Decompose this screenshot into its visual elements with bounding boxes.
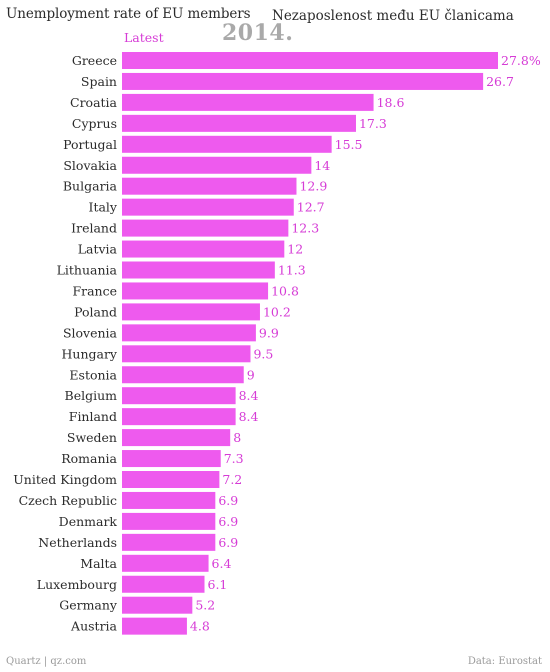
value-label: 9.9 (259, 325, 279, 340)
category-label: Luxembourg (37, 577, 117, 592)
category-label: France (72, 283, 117, 298)
bar-hungary (122, 345, 251, 363)
category-label: Hungary (62, 346, 118, 361)
category-label: Finland (69, 409, 117, 424)
series-label: Latest (124, 30, 164, 45)
bar-spain (122, 72, 484, 90)
category-label: Poland (74, 304, 117, 319)
value-label: 7.2 (222, 472, 242, 487)
category-label: Austria (70, 619, 117, 634)
value-label: 8 (233, 430, 241, 445)
value-label: 12.7 (297, 200, 325, 215)
chart-title: Unemployment rate of EU members (6, 6, 251, 22)
category-label: Slovakia (63, 158, 117, 173)
bar-ireland (122, 219, 289, 237)
category-label: Latvia (78, 242, 118, 257)
category-label: Portugal (63, 137, 117, 152)
value-label: 18.6 (377, 95, 405, 110)
category-label: Denmark (59, 514, 118, 529)
bar-romania (122, 450, 221, 468)
value-label: 26.7 (486, 74, 514, 89)
bar-estonia (122, 366, 244, 384)
value-label: 6.9 (218, 535, 238, 550)
value-label: 10.2 (263, 304, 291, 319)
value-label: 12 (287, 242, 303, 257)
bar-france (122, 282, 269, 300)
bar-malta (122, 554, 209, 572)
value-label: 14 (314, 158, 330, 173)
category-label: Romania (61, 451, 117, 466)
category-label: Spain (81, 74, 117, 89)
value-label: 15.5 (335, 137, 363, 152)
bar-lithuania (122, 261, 275, 279)
bar-portugal (122, 135, 332, 153)
chart-subtitle: Nezaposlenost među EU članicama (272, 8, 514, 24)
category-label: Netherlands (38, 535, 117, 550)
category-label: Czech Republic (19, 493, 117, 508)
category-label: Italy (89, 200, 118, 215)
bar-cyprus (122, 114, 356, 132)
category-label: Greece (72, 53, 117, 68)
value-label: 8.4 (239, 388, 259, 403)
value-label: 4.8 (190, 619, 210, 634)
bar-croatia (122, 93, 374, 111)
bar-slovakia (122, 156, 312, 174)
bar-sweden (122, 429, 231, 447)
source-credit: Quartz | qz.com (6, 656, 87, 667)
category-label: Bulgaria (63, 179, 118, 194)
category-label: Malta (80, 556, 117, 571)
bar-italy (122, 198, 294, 216)
value-label: 12.3 (291, 221, 319, 236)
bar-czech-republic (122, 491, 216, 509)
value-label: 12.9 (299, 179, 327, 194)
value-label: 11.3 (278, 263, 306, 278)
value-label: 5.2 (195, 598, 215, 613)
category-label: Estonia (69, 367, 117, 382)
bar-latvia (122, 240, 285, 258)
value-label: 9.5 (253, 346, 273, 361)
category-label: United Kingdom (13, 472, 117, 487)
bar-luxembourg (122, 575, 205, 593)
category-label: Slovenia (63, 325, 118, 340)
bar-united-kingdom (122, 471, 220, 488)
category-label: Lithuania (57, 263, 118, 278)
bar-denmark (122, 512, 216, 530)
bar-austria (122, 617, 187, 635)
value-label: 27.8% (501, 53, 541, 68)
value-label: 6.4 (212, 556, 232, 571)
category-label: Belgium (65, 388, 118, 403)
value-label: 6.9 (218, 514, 238, 529)
year-label: 2014. (222, 20, 294, 46)
bar-netherlands (122, 533, 216, 551)
value-label: 6.9 (218, 493, 238, 508)
bar-finland (122, 408, 236, 426)
value-label: 9 (247, 367, 255, 382)
value-label: 17.3 (359, 116, 387, 131)
bar-bulgaria (122, 177, 297, 195)
bar-greece (122, 52, 498, 69)
category-label: Germany (59, 598, 118, 613)
category-label: Sweden (67, 430, 117, 445)
category-label: Croatia (70, 95, 118, 110)
category-label: Cyprus (72, 116, 117, 131)
bar-poland (122, 303, 260, 321)
value-label: 8.4 (239, 409, 259, 424)
value-label: 7.3 (224, 451, 244, 466)
value-label: 6.1 (208, 577, 228, 592)
data-source: Data: Eurostat (467, 656, 542, 667)
bar-belgium (122, 387, 236, 405)
bar-slovenia (122, 324, 256, 342)
bar-germany (122, 596, 193, 614)
value-label: 10.8 (271, 283, 299, 298)
category-label: Ireland (71, 221, 117, 236)
